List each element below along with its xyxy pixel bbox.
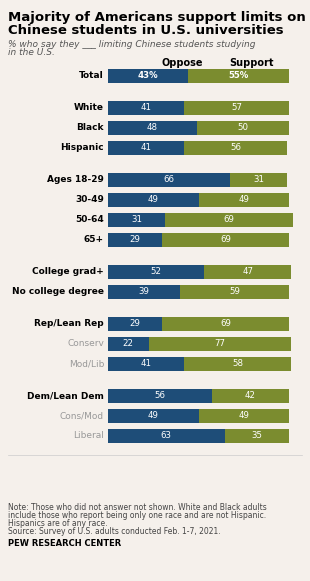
Bar — [197, 121, 289, 135]
Text: Rep/Lean Rep: Rep/Lean Rep — [34, 320, 104, 328]
Text: College grad+: College grad+ — [32, 267, 104, 277]
Text: 49: 49 — [148, 411, 159, 421]
Bar — [188, 69, 289, 83]
Text: 48: 48 — [147, 124, 158, 132]
Text: 66: 66 — [164, 175, 175, 185]
Text: include those who report being only one race and are not Hispanic.: include those who report being only one … — [8, 511, 266, 520]
Text: 77: 77 — [215, 339, 225, 349]
Text: Dem/Lean Dem: Dem/Lean Dem — [27, 392, 104, 400]
Bar — [199, 193, 289, 207]
Bar — [184, 101, 289, 115]
Bar — [204, 265, 291, 279]
Bar — [108, 409, 199, 423]
Text: 49: 49 — [238, 411, 250, 421]
Bar — [108, 285, 180, 299]
Bar — [212, 389, 289, 403]
Bar — [108, 121, 197, 135]
Bar — [108, 101, 184, 115]
Text: 69: 69 — [220, 320, 231, 328]
Bar — [108, 317, 162, 331]
Bar — [162, 233, 289, 247]
Text: 49: 49 — [238, 195, 250, 205]
Text: 65+: 65+ — [84, 235, 104, 245]
Bar — [108, 389, 212, 403]
Text: 43%: 43% — [137, 71, 158, 81]
Text: Mod/Lib: Mod/Lib — [69, 360, 104, 368]
Text: Source: Survey of U.S. adults conducted Feb. 1-7, 2021.: Source: Survey of U.S. adults conducted … — [8, 527, 221, 536]
Text: 47: 47 — [242, 267, 253, 277]
Text: 69: 69 — [220, 235, 231, 245]
Bar — [108, 233, 162, 247]
Text: Total: Total — [79, 71, 104, 81]
Text: Note: Those who did not answer not shown. White and Black adults: Note: Those who did not answer not shown… — [8, 503, 267, 512]
Text: 59: 59 — [229, 288, 240, 296]
Bar — [230, 173, 287, 187]
Bar — [108, 357, 184, 371]
Text: Oppose: Oppose — [161, 58, 203, 68]
Bar — [184, 357, 291, 371]
Text: 52: 52 — [151, 267, 162, 277]
Text: 31: 31 — [253, 175, 264, 185]
Bar — [108, 193, 199, 207]
Bar — [108, 429, 224, 443]
Text: Conserv: Conserv — [67, 339, 104, 349]
Bar — [108, 173, 230, 187]
Bar — [108, 265, 204, 279]
Bar — [184, 141, 287, 155]
Text: 29: 29 — [129, 320, 140, 328]
Text: 55%: 55% — [228, 71, 249, 81]
Text: Hispanics are of any race.: Hispanics are of any race. — [8, 519, 108, 528]
Text: 30-49: 30-49 — [75, 195, 104, 205]
Text: White: White — [74, 103, 104, 113]
Text: Ages 18-29: Ages 18-29 — [47, 175, 104, 185]
Text: 31: 31 — [131, 216, 142, 224]
Bar — [108, 69, 188, 83]
Text: 63: 63 — [161, 432, 172, 440]
Text: 39: 39 — [139, 288, 149, 296]
Text: 50: 50 — [237, 124, 249, 132]
Bar — [108, 337, 149, 351]
Text: Liberal: Liberal — [73, 432, 104, 440]
Text: Chinese students in U.S. universities: Chinese students in U.S. universities — [8, 24, 284, 37]
Text: 58: 58 — [232, 360, 243, 368]
Text: Cons/Mod: Cons/Mod — [60, 411, 104, 421]
Text: 69: 69 — [224, 216, 235, 224]
Bar — [180, 285, 289, 299]
Text: 57: 57 — [231, 103, 242, 113]
Text: 56: 56 — [230, 144, 241, 152]
Text: 41: 41 — [140, 103, 151, 113]
Text: 35: 35 — [251, 432, 263, 440]
Text: PEW RESEARCH CENTER: PEW RESEARCH CENTER — [8, 539, 121, 548]
Text: 56: 56 — [154, 392, 165, 400]
Text: 49: 49 — [148, 195, 159, 205]
Text: 41: 41 — [140, 360, 151, 368]
Text: Majority of Americans support limits on: Majority of Americans support limits on — [8, 11, 306, 24]
Bar — [149, 337, 291, 351]
Text: 50-64: 50-64 — [75, 216, 104, 224]
Bar — [224, 429, 289, 443]
Text: 41: 41 — [140, 144, 151, 152]
Text: Hispanic: Hispanic — [60, 144, 104, 152]
Text: 22: 22 — [123, 339, 134, 349]
Text: in the U.S.: in the U.S. — [8, 48, 55, 57]
Bar — [199, 409, 289, 423]
Text: Black: Black — [77, 124, 104, 132]
Bar — [162, 317, 289, 331]
Bar — [108, 141, 184, 155]
Text: 29: 29 — [129, 235, 140, 245]
Text: % who say they ___ limiting Chinese students studying: % who say they ___ limiting Chinese stud… — [8, 40, 255, 49]
Bar — [165, 213, 293, 227]
Bar — [108, 213, 165, 227]
Text: 42: 42 — [245, 392, 256, 400]
Text: No college degree: No college degree — [12, 288, 104, 296]
Text: Support: Support — [230, 58, 274, 68]
